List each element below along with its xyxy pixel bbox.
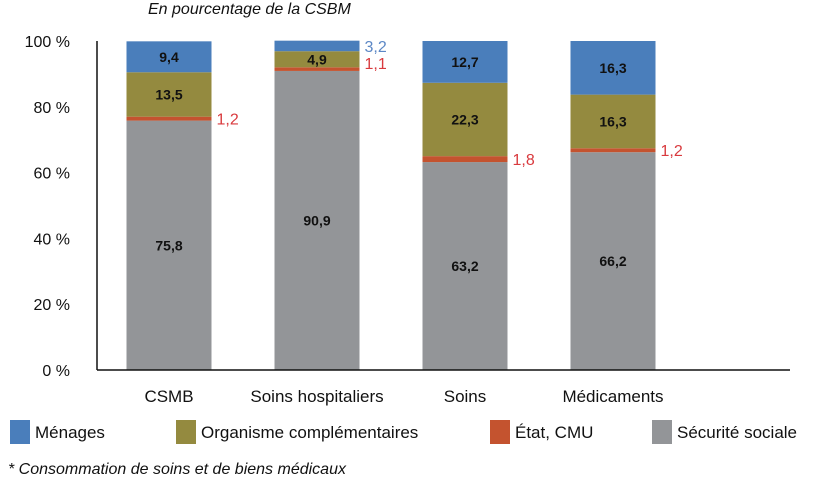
legend-label: Sécurité sociale [677, 423, 797, 442]
data-label: 16,3 [599, 60, 626, 76]
bar-segment [570, 41, 656, 95]
y-tick-label: 0 % [42, 363, 70, 380]
y-axis: 0 % 20 % 40 % 60 % 80 % 100 % [25, 34, 98, 380]
data-label: 12,7 [451, 54, 478, 70]
bar-segment [422, 162, 508, 370]
y-tick-label: 60 % [34, 166, 70, 183]
legend-swatch [652, 420, 672, 444]
bar-segment [274, 40, 360, 52]
bar-segment [274, 51, 360, 68]
footnote: * Consommation de soins et de biens médi… [8, 461, 347, 478]
data-label: 63,2 [451, 258, 478, 274]
bar-segment [126, 41, 212, 73]
x-axis: CSMB Soins hospitaliers Soins Médicaments [97, 369, 790, 406]
y-tick-label: 100 % [25, 34, 70, 51]
bar-segment [570, 94, 656, 149]
data-label: 22,3 [451, 111, 478, 127]
x-tick-label: CSMB [144, 387, 193, 406]
bar-segment [422, 156, 508, 163]
y-tick-label: 40 % [34, 231, 70, 248]
legend-label: État, CMU [515, 423, 593, 442]
bar-segment [422, 82, 508, 157]
bar-segment [126, 120, 212, 370]
data-label: 4,9 [307, 51, 327, 67]
legend-label: Ménages [35, 423, 105, 442]
bar-segment [570, 152, 656, 370]
legend-label: Organisme complémentaires [201, 423, 418, 442]
data-label: 90,9 [303, 212, 330, 228]
x-tick-label: Soins [444, 387, 487, 406]
data-label: 13,5 [155, 86, 182, 102]
y-tick-label: 20 % [34, 297, 70, 314]
data-label: 1,2 [217, 112, 239, 129]
data-label: 16,3 [599, 113, 626, 129]
data-label: 9,4 [159, 49, 179, 65]
data-label: 66,2 [599, 253, 626, 269]
x-tick-label: Soins hospitaliers [250, 387, 383, 406]
legend-swatch [10, 420, 30, 444]
data-label: 1,1 [365, 56, 387, 73]
data-label: 1,2 [661, 143, 683, 160]
bar-segment [570, 148, 656, 153]
x-tick-label: Médicaments [562, 387, 663, 406]
bar-segment [274, 70, 360, 371]
bar-segment [274, 67, 360, 71]
bars: 75,8 1,2 13,5 9,4 90,9 1,1 4,9 3,2 63,2 1,8 22,3 12… [126, 39, 683, 371]
y-tick-label: 80 % [34, 100, 70, 117]
legend: Ménages Organisme complémentaires État, CM… [10, 420, 797, 444]
legend-swatch [176, 420, 196, 444]
data-label: 1,8 [513, 152, 535, 169]
bar-segment [126, 116, 212, 121]
bar-segment [422, 41, 508, 83]
chart-title: En pourcentage de la CSBM [148, 1, 351, 18]
data-label: 75,8 [155, 237, 182, 253]
legend-swatch [490, 420, 510, 444]
bar-segment [126, 72, 212, 117]
data-label: 3,2 [365, 39, 387, 56]
